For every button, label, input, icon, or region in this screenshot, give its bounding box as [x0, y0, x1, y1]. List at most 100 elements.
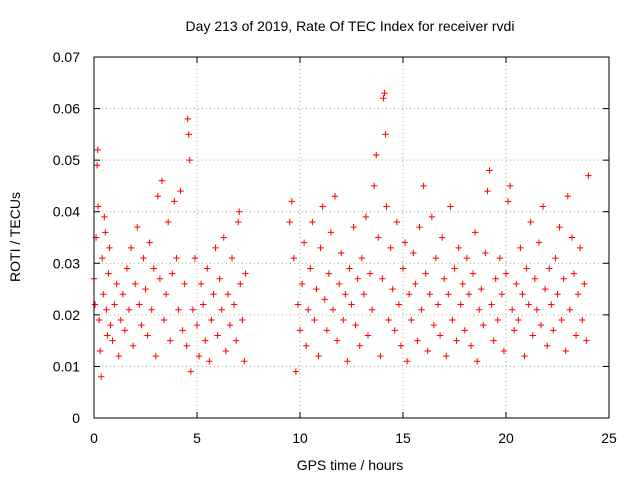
data-point-plus-marker: [193, 321, 201, 329]
data-point-plus-marker: [399, 265, 407, 272]
data-point-plus-marker: [204, 265, 211, 272]
data-point-plus-marker: [373, 151, 380, 159]
grid-lines: [94, 57, 609, 418]
data-point-plus-marker: [445, 291, 452, 298]
data-point-plus-marker: [579, 316, 586, 324]
x-tick-label: 5: [193, 430, 201, 446]
data-point-plus-marker: [375, 234, 382, 241]
data-point-plus-marker: [548, 301, 555, 308]
y-tick-label: 0.07: [53, 49, 80, 65]
data-point-plus-marker: [401, 239, 409, 246]
data-point-plus-marker: [544, 342, 551, 349]
data-point-plus-marker: [385, 316, 392, 324]
data-point-plus-marker: [383, 203, 390, 210]
data-point-plus-marker: [311, 316, 318, 324]
data-point-plus-marker: [511, 327, 518, 334]
x-tick-label: 25: [601, 430, 617, 446]
data-point-plus-marker: [164, 218, 172, 226]
data-points: [90, 89, 592, 380]
data-point-plus-marker: [183, 342, 190, 349]
data-point-plus-marker: [414, 337, 421, 344]
data-point-plus-marker: [100, 291, 107, 298]
data-point-plus-marker: [138, 321, 145, 329]
data-point-plus-marker: [113, 280, 120, 288]
data-point-plus-marker: [513, 280, 520, 288]
x-tick-label: 10: [292, 430, 308, 446]
data-point-plus-marker: [508, 306, 516, 313]
data-point-plus-marker: [319, 203, 326, 210]
data-point-plus-marker: [228, 254, 236, 262]
data-point-plus-marker: [360, 291, 368, 298]
data-point-plus-marker: [352, 321, 359, 329]
data-point-plus-marker: [436, 332, 444, 339]
data-point-plus-marker: [288, 198, 295, 205]
data-point-plus-marker: [313, 285, 320, 293]
data-point-plus-marker: [391, 327, 398, 334]
data-point-plus-marker: [432, 254, 440, 262]
data-point-plus-marker: [564, 193, 571, 200]
data-point-plus-marker: [403, 358, 411, 365]
data-point-plus-marker: [292, 368, 300, 375]
data-point-plus-marker: [576, 244, 584, 252]
data-point-plus-marker: [121, 327, 129, 334]
data-point-plus-marker: [321, 296, 328, 303]
data-point-plus-marker: [443, 352, 450, 360]
data-point-plus-marker: [354, 275, 361, 282]
data-point-plus-marker: [488, 301, 495, 308]
data-point-plus-marker: [368, 306, 376, 313]
data-point-plus-marker: [111, 301, 118, 308]
data-point-plus-marker: [521, 352, 528, 360]
data-point-plus-marker: [541, 285, 549, 293]
data-point-plus-marker: [410, 249, 417, 257]
data-point-plus-marker: [457, 301, 464, 308]
data-point-plus-marker: [550, 327, 557, 334]
data-point-plus-marker: [177, 187, 184, 195]
data-point-plus-marker: [478, 285, 485, 293]
data-point-plus-marker: [195, 352, 203, 360]
y-tick-label: 0.02: [53, 307, 80, 323]
data-point-plus-marker: [96, 347, 104, 355]
data-point-plus-marker: [350, 223, 357, 231]
data-point-plus-marker: [428, 213, 436, 221]
y-tick-label: 0.06: [53, 101, 80, 117]
data-point-plus-marker: [236, 208, 243, 215]
data-point-plus-marker: [162, 291, 170, 298]
data-point-plus-marker: [327, 229, 335, 236]
data-point-plus-marker: [338, 249, 345, 257]
data-point-plus-marker: [181, 280, 188, 288]
data-point-plus-marker: [206, 358, 213, 365]
data-point-plus-marker: [426, 291, 433, 298]
data-point-plus-marker: [539, 203, 547, 210]
data-point-plus-marker: [449, 316, 456, 324]
data-point-plus-marker: [393, 218, 401, 226]
data-point-plus-marker: [106, 244, 113, 252]
data-point-plus-marker: [424, 347, 431, 355]
data-point-plus-marker: [294, 301, 302, 308]
data-point-plus-marker: [471, 229, 479, 236]
data-point-plus-marker: [502, 270, 510, 277]
data-point-plus-marker: [527, 218, 534, 226]
data-point-plus-marker: [504, 198, 512, 205]
data-point-plus-marker: [102, 229, 109, 236]
axis-ticks: [93, 56, 610, 419]
data-point-plus-marker: [134, 223, 141, 231]
data-point-plus-marker: [222, 347, 230, 355]
data-point-plus-marker: [533, 306, 541, 313]
data-point-plus-marker: [94, 146, 101, 154]
data-point-plus-marker: [463, 254, 471, 262]
data-point-plus-marker: [500, 347, 508, 355]
data-point-plus-marker: [535, 239, 543, 246]
data-point-plus-marker: [242, 270, 249, 277]
data-point-plus-marker: [405, 291, 413, 298]
y-tick-label: 0.04: [53, 204, 80, 220]
data-point-plus-marker: [307, 265, 314, 272]
data-point-plus-marker: [572, 332, 580, 339]
data-point-plus-marker: [348, 301, 355, 308]
data-point-plus-marker: [531, 275, 539, 282]
data-point-plus-marker: [187, 368, 195, 375]
data-point-plus-marker: [317, 244, 324, 252]
y-tick-label: 0.01: [53, 358, 80, 374]
data-point-plus-marker: [519, 291, 526, 298]
